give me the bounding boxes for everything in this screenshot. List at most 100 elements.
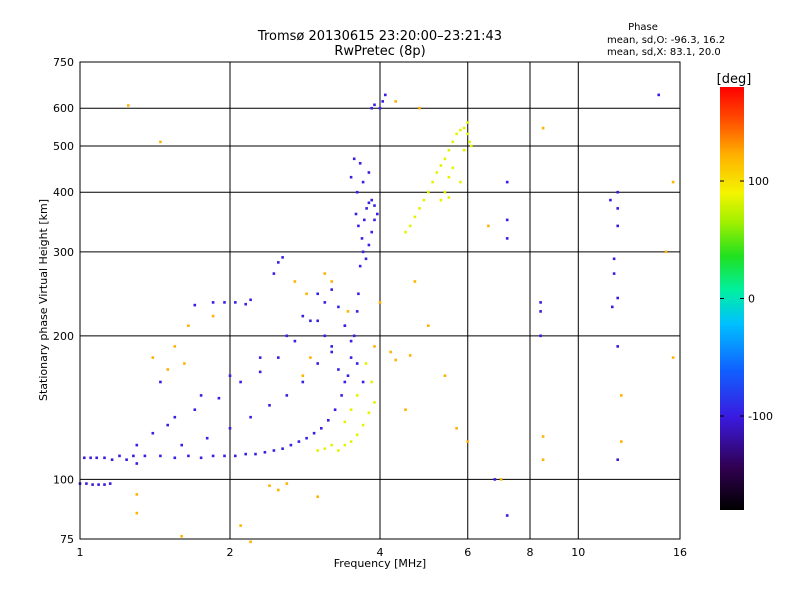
data-point xyxy=(323,272,327,275)
data-point xyxy=(285,334,289,338)
data-point xyxy=(89,456,92,460)
data-point xyxy=(505,514,509,517)
data-point xyxy=(466,132,469,136)
data-point xyxy=(320,427,323,430)
data-point xyxy=(671,180,675,184)
data-point xyxy=(268,484,271,487)
data-point xyxy=(361,180,365,184)
data-point xyxy=(301,380,305,384)
data-point xyxy=(466,121,469,124)
phase-legend-x-mode: mean, sd,X: 83.1, 20.0 xyxy=(607,47,721,58)
data-point xyxy=(439,198,443,202)
data-point xyxy=(173,415,177,419)
data-point xyxy=(316,292,319,296)
data-point xyxy=(349,356,353,359)
data-point xyxy=(223,301,226,304)
data-point xyxy=(657,93,660,97)
data-point xyxy=(305,436,308,440)
data-point xyxy=(499,478,503,481)
data-point xyxy=(394,358,397,362)
data-point xyxy=(316,362,319,365)
data-point xyxy=(620,440,623,443)
data-point xyxy=(135,443,139,447)
x-tick-label: 10 xyxy=(571,546,585,559)
data-point xyxy=(258,356,262,359)
data-point xyxy=(355,310,359,313)
data-point xyxy=(281,256,284,259)
data-point xyxy=(389,350,392,354)
data-point xyxy=(166,423,169,427)
data-point xyxy=(378,301,382,304)
data-point xyxy=(85,482,88,485)
data-point xyxy=(352,334,356,338)
data-point xyxy=(234,301,237,304)
data-point xyxy=(408,224,412,228)
data-point xyxy=(337,305,340,309)
data-point xyxy=(285,394,289,397)
data-point xyxy=(447,196,451,199)
data-point xyxy=(505,218,509,222)
data-point xyxy=(365,207,368,210)
phase-legend: Phase mean, sd,O: -96.3, 16.2 mean, sd,X… xyxy=(607,22,725,58)
data-point xyxy=(193,408,197,411)
data-point xyxy=(451,166,455,170)
data-point xyxy=(541,458,545,461)
data-point xyxy=(616,207,619,210)
data-point xyxy=(357,224,360,228)
data-point xyxy=(277,356,280,359)
data-point xyxy=(289,443,293,447)
data-point xyxy=(462,126,466,130)
data-point xyxy=(418,207,421,210)
data-point xyxy=(151,431,155,435)
data-point xyxy=(435,171,439,174)
data-point xyxy=(439,164,443,167)
data-point xyxy=(297,440,301,443)
data-point xyxy=(199,394,203,397)
data-point xyxy=(103,456,106,460)
data-point xyxy=(166,368,169,371)
data-point xyxy=(316,319,319,323)
data-point xyxy=(244,452,247,456)
data-point xyxy=(346,310,350,313)
data-point xyxy=(272,449,276,452)
data-point xyxy=(671,356,675,359)
data-point xyxy=(378,106,382,110)
y-tick-label: 300 xyxy=(53,246,74,259)
data-point xyxy=(143,454,147,458)
data-point xyxy=(97,483,100,486)
data-point xyxy=(413,215,417,219)
data-point xyxy=(664,250,668,254)
data-point xyxy=(346,374,350,377)
phase-legend-heading: Phase xyxy=(628,22,658,33)
data-point xyxy=(373,401,376,404)
data-point xyxy=(609,198,612,202)
data-point xyxy=(183,362,186,365)
data-point xyxy=(361,250,365,254)
data-point xyxy=(135,493,139,496)
data-point xyxy=(447,175,451,179)
data-point xyxy=(370,106,373,110)
data-point xyxy=(199,456,203,460)
plot-frame xyxy=(79,61,681,540)
y-tick-label: 500 xyxy=(53,140,74,153)
y-tick-label: 750 xyxy=(53,56,74,69)
data-point xyxy=(539,334,542,338)
data-point xyxy=(370,380,373,384)
data-point xyxy=(373,345,376,348)
data-point xyxy=(539,310,542,313)
data-point xyxy=(323,334,327,338)
data-point xyxy=(249,415,252,419)
data-point xyxy=(330,443,333,447)
data-point xyxy=(404,230,407,234)
data-point xyxy=(455,132,458,136)
data-point xyxy=(323,301,327,304)
data-point xyxy=(462,148,466,152)
y-tick-label: 100 xyxy=(53,473,74,486)
data-point xyxy=(616,345,619,348)
y-axis-label: Stationary phase Virtual Height [km] xyxy=(37,199,50,401)
data-point xyxy=(358,162,362,165)
data-point xyxy=(281,447,284,450)
data-point xyxy=(268,404,271,407)
data-point xyxy=(373,204,376,207)
